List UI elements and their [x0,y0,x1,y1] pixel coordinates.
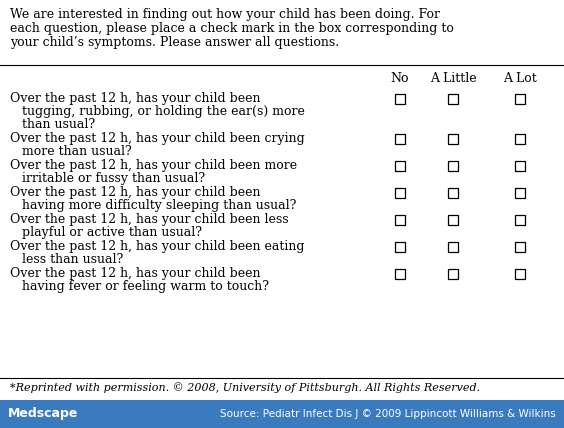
Bar [515,134,525,143]
Text: playful or active than usual?: playful or active than usual? [10,226,202,239]
Text: A Little: A Little [430,72,477,85]
Bar [515,160,525,170]
Bar [448,160,458,170]
Bar [448,268,458,279]
Bar [448,134,458,143]
Text: than usual?: than usual? [10,118,95,131]
Text: irritable or fussy than usual?: irritable or fussy than usual? [10,172,205,185]
Text: Source: Pediatr Infect Dis J © 2009 Lippincott Williams & Wilkins: Source: Pediatr Infect Dis J © 2009 Lipp… [221,409,556,419]
Text: your child’s symptoms. Please answer all questions.: your child’s symptoms. Please answer all… [10,36,339,49]
Bar [448,214,458,225]
Bar [515,214,525,225]
Text: Over the past 12 h, has your child been less: Over the past 12 h, has your child been … [10,213,289,226]
Text: A Lot: A Lot [503,72,537,85]
Text: Over the past 12 h, has your child been more: Over the past 12 h, has your child been … [10,159,297,172]
Text: *Reprinted with permission. © 2008, University of Pittsburgh. All Rights Reserve: *Reprinted with permission. © 2008, Univ… [10,382,480,393]
Text: tugging, rubbing, or holding the ear(s) more: tugging, rubbing, or holding the ear(s) … [10,105,305,118]
Text: more than usual?: more than usual? [10,145,132,158]
Bar [395,187,405,197]
Bar [395,93,405,104]
Bar [515,268,525,279]
Text: having fever or feeling warm to touch?: having fever or feeling warm to touch? [10,280,269,293]
Bar [448,93,458,104]
Text: Medscape: Medscape [8,407,78,420]
Bar [448,187,458,197]
Bar [515,187,525,197]
Text: each question, please place a check mark in the box corresponding to: each question, please place a check mark… [10,22,454,35]
Text: less than usual?: less than usual? [10,253,124,266]
Bar [395,268,405,279]
Bar [395,160,405,170]
Bar [395,241,405,252]
Text: No: No [391,72,409,85]
Text: Over the past 12 h, has your child been: Over the past 12 h, has your child been [10,92,261,105]
Text: Over the past 12 h, has your child been crying: Over the past 12 h, has your child been … [10,132,305,145]
Bar [448,241,458,252]
Bar [395,134,405,143]
Text: Over the past 12 h, has your child been eating: Over the past 12 h, has your child been … [10,240,305,253]
Text: having more difficulty sleeping than usual?: having more difficulty sleeping than usu… [10,199,296,212]
Bar [0,400,564,428]
Bar [515,241,525,252]
Text: Over the past 12 h, has your child been: Over the past 12 h, has your child been [10,267,261,280]
Text: Over the past 12 h, has your child been: Over the past 12 h, has your child been [10,186,261,199]
Text: We are interested in finding out how your child has been doing. For: We are interested in finding out how you… [10,8,440,21]
Bar [515,93,525,104]
Bar [395,214,405,225]
